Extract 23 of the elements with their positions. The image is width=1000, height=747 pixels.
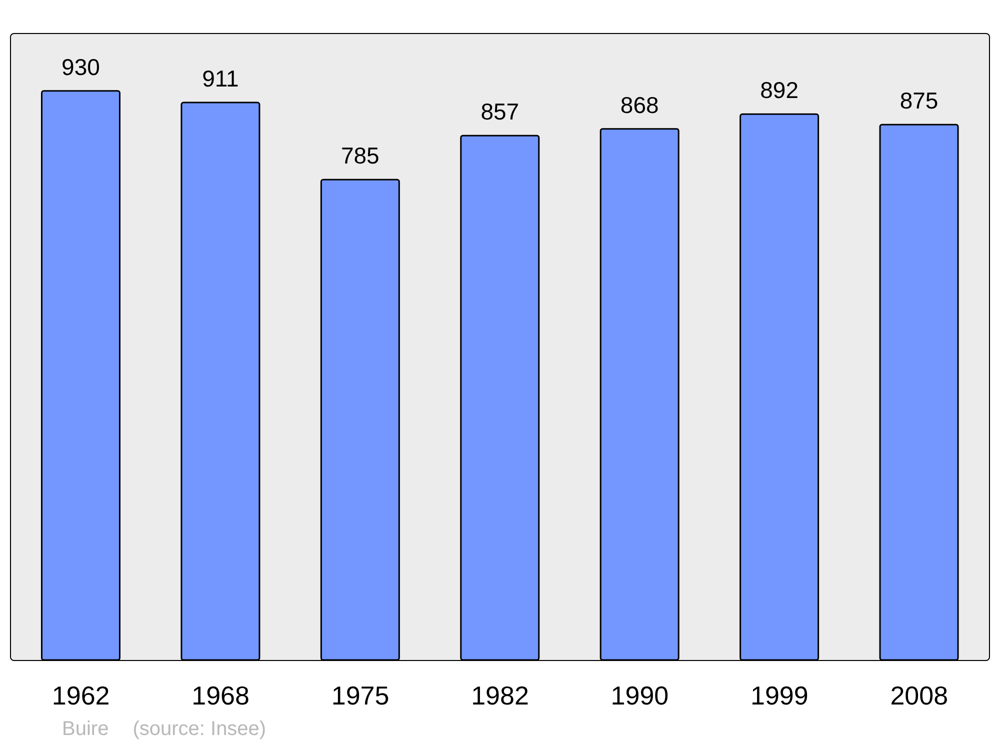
- data-label: 911: [202, 66, 239, 92]
- bar: [320, 178, 400, 661]
- x-tick-label: 1990: [610, 680, 669, 710]
- bar: [600, 128, 680, 661]
- x-tick-label: 1999: [750, 680, 808, 710]
- data-label: 857: [480, 98, 520, 125]
- bar: [740, 113, 820, 661]
- data-label: 892: [760, 77, 798, 104]
- x-tick-label: 1968: [192, 680, 250, 710]
- text: Buire: [62, 718, 109, 741]
- text: (source: Insee): [132, 718, 266, 741]
- data-label: 930: [62, 54, 100, 80]
- x-tick-label: 1975: [331, 680, 390, 710]
- data-label: 875: [900, 88, 938, 114]
- x-tick-label: 1982: [471, 680, 529, 710]
- data-label: 868: [620, 92, 659, 118]
- x-tick-label: 1962: [52, 680, 110, 710]
- x-tick-label: 2008: [890, 680, 948, 710]
- bar: [40, 90, 120, 661]
- bar: [180, 102, 260, 661]
- bar: [879, 124, 959, 661]
- data-label: 785: [340, 142, 380, 169]
- bar: [460, 134, 540, 661]
